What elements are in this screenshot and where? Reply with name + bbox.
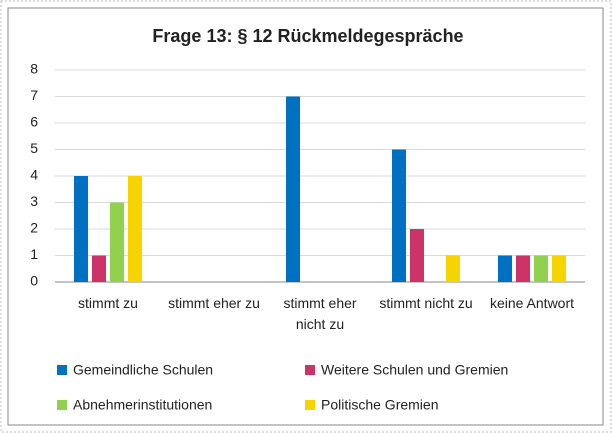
bar bbox=[552, 255, 566, 282]
legend-label: Gemeindliche Schulen bbox=[73, 362, 213, 378]
legend-label: Politische Gremien bbox=[321, 397, 439, 413]
y-tick-label: 0 bbox=[30, 273, 38, 289]
y-tick-label: 8 bbox=[30, 61, 38, 77]
bar bbox=[128, 176, 142, 282]
legend-swatch bbox=[57, 365, 67, 375]
bar bbox=[516, 255, 530, 282]
x-tick-label: stimmt zu bbox=[78, 295, 138, 311]
bar bbox=[92, 255, 106, 282]
x-tick-label: stimmt eher nicht zu bbox=[283, 295, 357, 332]
x-tick-label: keine Antwort bbox=[489, 295, 575, 311]
bar bbox=[410, 229, 424, 282]
legend-swatch bbox=[57, 400, 67, 410]
bar bbox=[498, 255, 512, 282]
chart-border bbox=[7, 7, 604, 426]
y-tick-label: 3 bbox=[30, 193, 38, 209]
legend-label: Abnehmerinstitutionen bbox=[73, 397, 212, 413]
legend-swatch bbox=[305, 400, 315, 410]
y-tick-label: 1 bbox=[30, 246, 38, 262]
legend-label: Weitere Schulen und Gremien bbox=[321, 362, 508, 378]
y-tick-label: 2 bbox=[30, 220, 38, 236]
y-tick-label: 5 bbox=[30, 140, 38, 156]
bar bbox=[534, 255, 548, 282]
bar bbox=[74, 176, 88, 282]
bar bbox=[286, 96, 300, 282]
y-tick-label: 6 bbox=[30, 114, 38, 130]
x-tick-label: stimmt eher zu bbox=[168, 295, 260, 311]
y-tick-label: 7 bbox=[30, 87, 38, 103]
legend-swatch bbox=[305, 365, 315, 375]
bar bbox=[446, 255, 460, 282]
bar bbox=[110, 202, 124, 282]
bar bbox=[392, 149, 406, 282]
x-tick-label: stimmt nicht zu bbox=[379, 295, 473, 311]
chart-title: Frage 13: § 12 Rückmeldegespräche bbox=[152, 26, 463, 46]
y-tick-label: 4 bbox=[30, 167, 38, 183]
